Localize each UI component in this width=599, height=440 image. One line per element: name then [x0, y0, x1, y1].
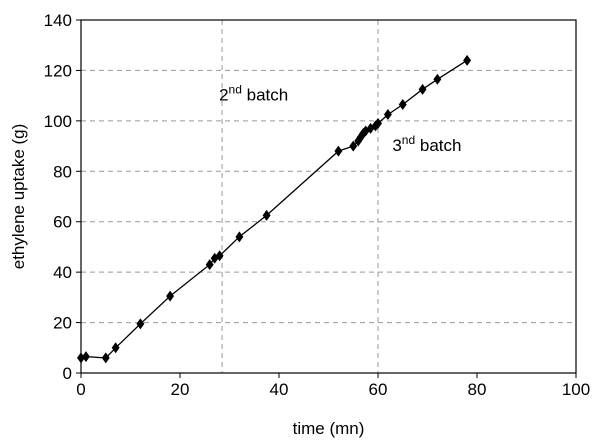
- x-tick-label-0: 0: [76, 380, 85, 399]
- data-point-6: [166, 290, 175, 302]
- series-line: [80, 59, 468, 359]
- data-point-10: [235, 231, 244, 243]
- data-markers: [77, 54, 472, 364]
- y-tick-label-100: 100: [44, 112, 72, 131]
- data-point-20: [374, 117, 382, 129]
- data-point-3: [101, 352, 110, 364]
- y-tick-label-60: 60: [53, 213, 72, 232]
- x-tick-label-80: 80: [468, 380, 487, 399]
- x-tick-label-20: 20: [171, 380, 190, 399]
- y-tick-label-120: 120: [44, 61, 72, 80]
- y-tick-label-0: 0: [63, 364, 72, 383]
- axis-ticks: [76, 19, 577, 378]
- data-point-11: [262, 209, 271, 221]
- annotations: 2nd batch 3nd batch: [219, 83, 461, 155]
- annotation-batch3: 3nd batch: [392, 133, 461, 155]
- data-point-2: [81, 351, 90, 363]
- y-tick-labels: 0 20 40 60 80 100 120 140: [44, 11, 72, 383]
- y-tick-label-140: 140: [44, 11, 72, 30]
- y-tick-label-40: 40: [53, 263, 72, 282]
- x-tick-label-60: 60: [369, 380, 388, 399]
- x-tick-label-40: 40: [270, 380, 289, 399]
- data-point-22: [398, 98, 407, 110]
- data-point-7: [205, 259, 214, 271]
- batch-divider-lines: [221, 20, 379, 373]
- y-tick-label-80: 80: [53, 162, 72, 181]
- x-tick-labels: 0 20 40 60 80 100: [76, 380, 590, 399]
- x-axis-title: time (mn): [293, 419, 365, 438]
- data-point-4: [111, 342, 120, 354]
- data-point-16: [359, 127, 368, 139]
- y-tick-label-20: 20: [53, 314, 72, 333]
- data-point-9: [215, 250, 224, 262]
- data-point-13: [349, 140, 358, 152]
- data-point-25: [463, 54, 472, 66]
- annotation-batch2: 2nd batch: [219, 83, 288, 105]
- data-point-23: [418, 83, 427, 95]
- grid-lines: [81, 69, 576, 324]
- data-point-21: [383, 109, 392, 121]
- data-point-1: [77, 352, 85, 364]
- data-point-24: [433, 73, 442, 85]
- data-point-19: [371, 120, 380, 132]
- plot-area: [80, 19, 577, 374]
- data-point-12: [334, 145, 343, 157]
- y-axis-title: ethylene uptake (g): [9, 124, 28, 270]
- data-point-5: [136, 318, 145, 330]
- data-point-8: [210, 252, 219, 264]
- x-tick-label-100: 100: [562, 380, 590, 399]
